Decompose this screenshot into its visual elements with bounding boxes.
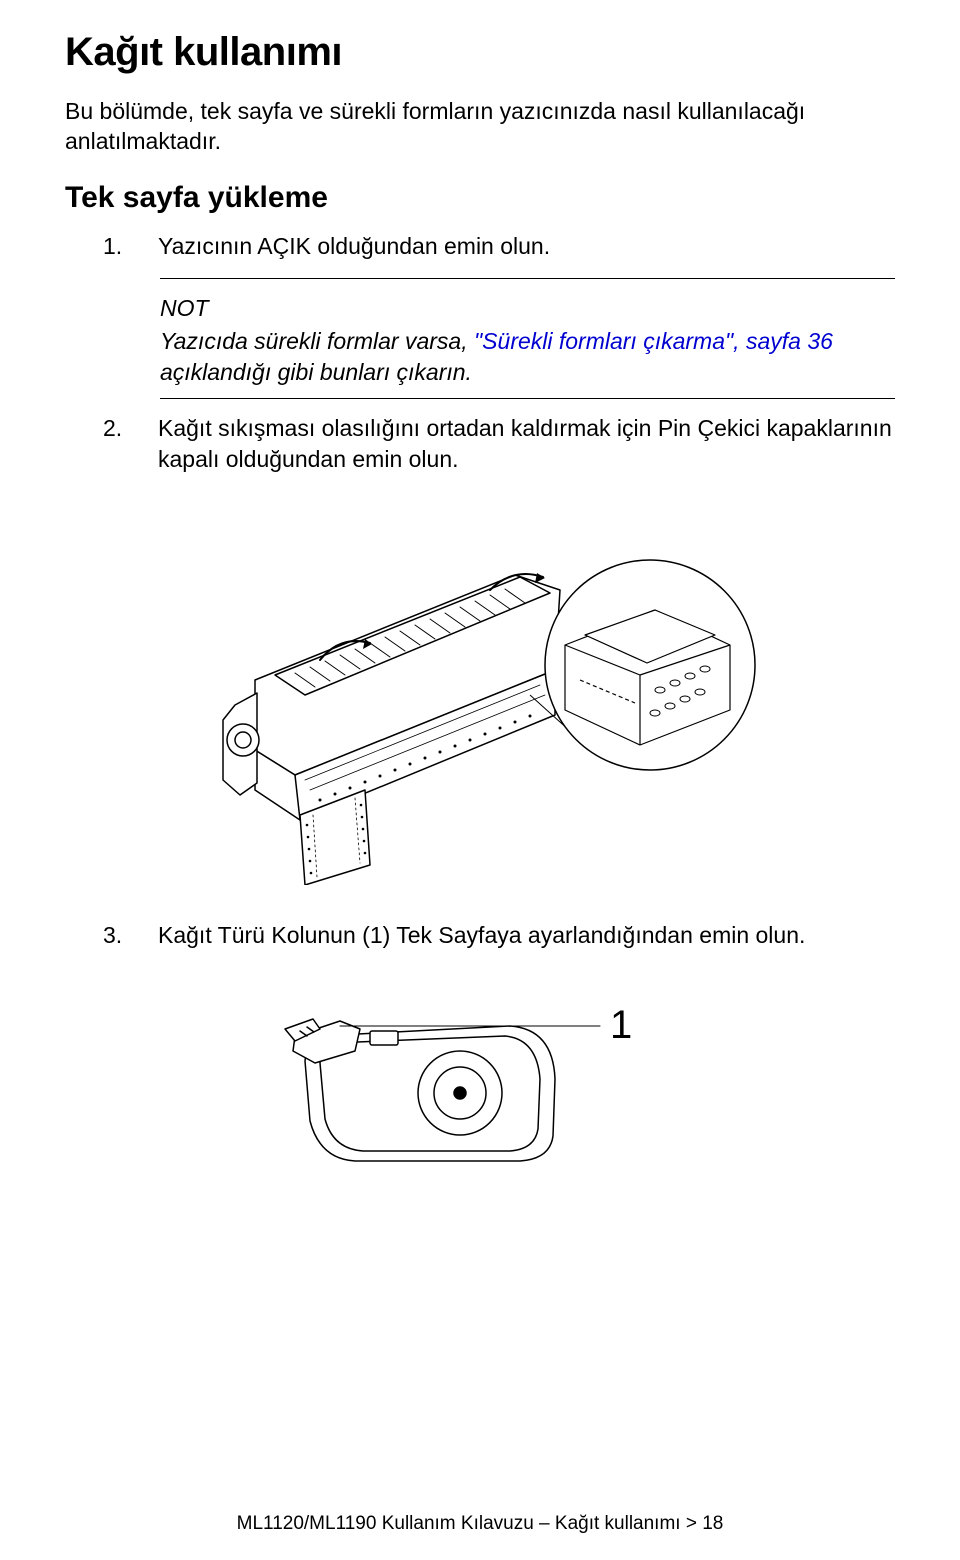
note-text-post: açıklandığı gibi bunları çıkarın. <box>160 359 472 385</box>
step-1-number: 1. <box>103 231 158 262</box>
note-block: NOT Yazıcıda sürekli formlar varsa, "Sür… <box>65 293 895 388</box>
step-2-text: Kağıt sıkışması olasılığını ortadan kald… <box>158 413 895 475</box>
intro-paragraph: Bu bölümde, tek sayfa ve sürekli formlar… <box>65 97 895 157</box>
note-body: Yazıcıda sürekli formlar varsa, "Sürekli… <box>160 326 895 388</box>
figure-1 <box>65 515 895 885</box>
note-link[interactable]: "Sürekli formları çıkarma", sayfa 36 <box>474 328 833 354</box>
step-2-number: 2. <box>103 413 158 475</box>
note-label: NOT <box>160 293 895 324</box>
note-divider-top <box>160 278 895 279</box>
figure-2: 1 <box>65 981 895 1196</box>
page-title: Kağıt kullanımı <box>65 30 895 75</box>
step-3: 3. Kağıt Türü Kolunun (1) Tek Sayfaya ay… <box>65 920 895 951</box>
figure-2-callout-1: 1 <box>610 1003 632 1048</box>
section-heading: Tek sayfa yükleme <box>65 181 895 215</box>
note-divider-bottom <box>160 398 895 399</box>
step-3-text: Kağıt Türü Kolunun (1) Tek Sayfaya ayarl… <box>158 920 895 951</box>
printer-tractor-illustration <box>185 515 775 885</box>
step-1: 1. Yazıcının AÇIK olduğundan emin olun. <box>65 231 895 262</box>
step-3-number: 3. <box>103 920 158 951</box>
step-1-text: Yazıcının AÇIK olduğundan emin olun. <box>158 231 895 262</box>
note-text-pre: Yazıcıda sürekli formlar varsa, <box>160 328 474 354</box>
page-footer: ML1120/ML1190 Kullanım Kılavuzu – Kağıt … <box>0 1513 960 1535</box>
step-2: 2. Kağıt sıkışması olasılığını ortadan k… <box>65 413 895 475</box>
